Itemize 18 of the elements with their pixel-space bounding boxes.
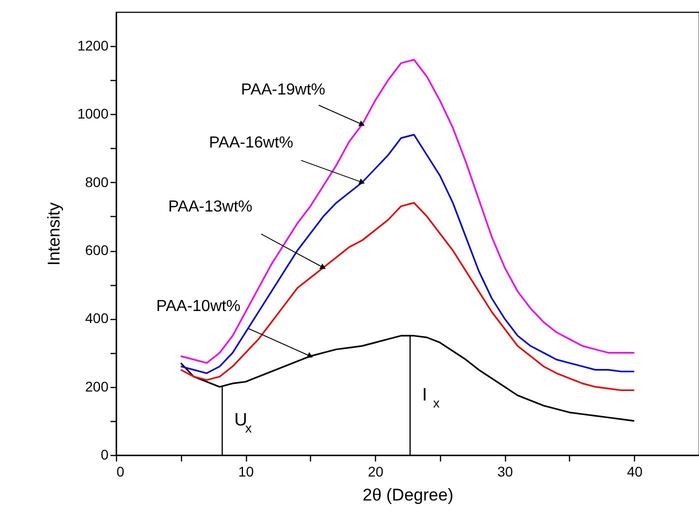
x-axis-title: 2θ (Degree) <box>362 486 454 504</box>
y-axis-title: Intensity <box>44 202 64 266</box>
text: PAA-13wt% <box>168 198 252 216</box>
x-tick-label: 30 <box>497 464 514 480</box>
text: PAA-16wt% <box>209 134 294 152</box>
text: PAA-10wt% <box>156 298 240 316</box>
x-tick-label: 40 <box>626 464 643 480</box>
y-tick-label: 400 <box>85 310 109 326</box>
y-tick-label: 1200 <box>77 38 109 54</box>
x-tick-label: 0 <box>116 464 124 480</box>
y-tick-label: 1000 <box>77 106 109 122</box>
y-tick-label: 800 <box>85 174 109 190</box>
x-tick-label: 20 <box>368 464 384 480</box>
text: PAA-19wt% <box>241 81 326 98</box>
y-tick-label: 200 <box>85 378 109 394</box>
y-tick-label: 0 <box>100 446 109 462</box>
x-tick-label: 10 <box>238 464 254 480</box>
y-tick-label: 600 <box>85 242 109 258</box>
